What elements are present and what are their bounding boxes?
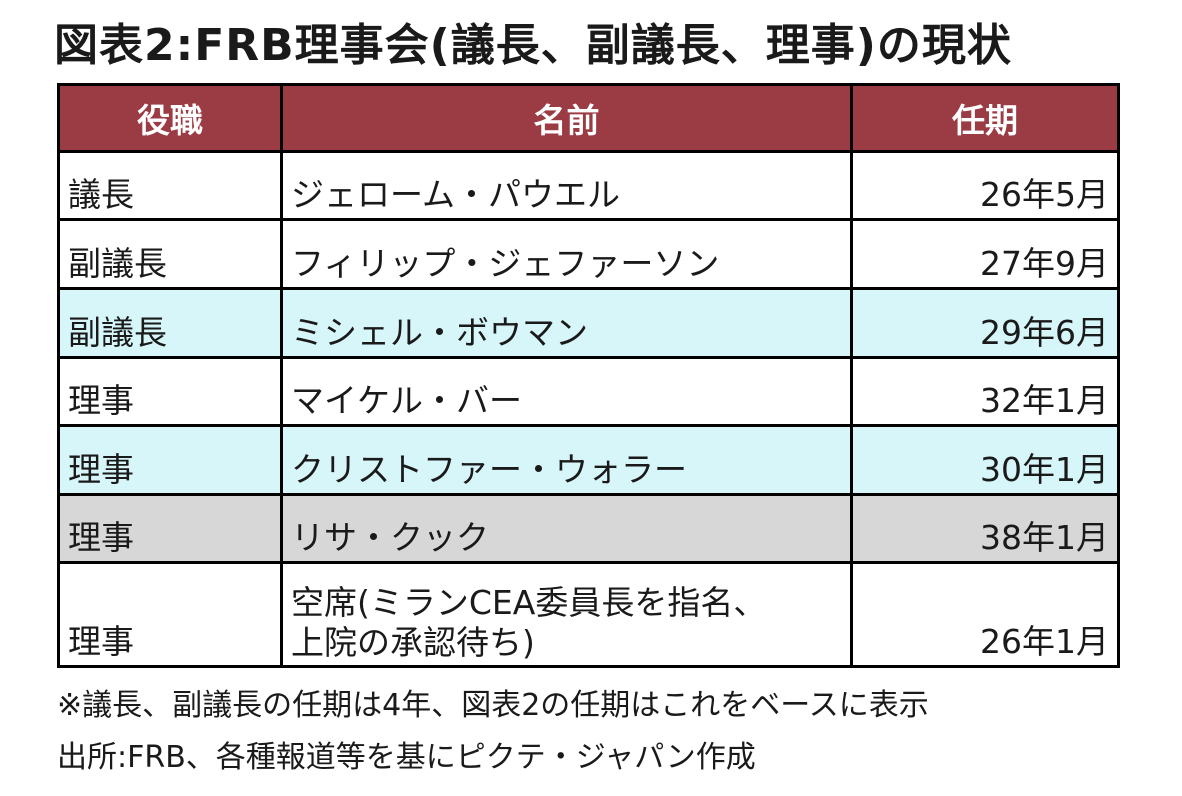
fed-board-table: 役職 名前 任期 議長 ジェローム・パウエル 26年5月 副議長 フィリップ・ジ… bbox=[57, 83, 1120, 668]
role-cell: 副議長 bbox=[57, 218, 283, 290]
role-cell: 理事 bbox=[57, 492, 283, 565]
name-cell: クリストファー・ウォラー bbox=[280, 424, 853, 496]
header-role: 役職 bbox=[57, 83, 283, 153]
term-cell: 26年1月 bbox=[850, 561, 1120, 668]
term-cell: 29年6月 bbox=[850, 286, 1120, 359]
source-note: 出所:FRB、各種報道等を基にピクテ・ジャパン作成 bbox=[57, 740, 756, 775]
page-title: 図表2:FRB理事会(議長、副議長、理事)の現状 bbox=[54, 20, 1012, 71]
table-row: 議長 ジェローム・パウエル 26年5月 bbox=[57, 149, 1120, 222]
name-cell: フィリップ・ジェファーソン bbox=[280, 218, 853, 290]
role-cell: 理事 bbox=[57, 424, 283, 496]
name-line-2: 上院の承認待ち) bbox=[291, 623, 535, 662]
term-cell: 32年1月 bbox=[850, 355, 1120, 428]
name-line-1: 空席(ミランCEA委員長を指名、 bbox=[291, 583, 767, 622]
role-cell: 理事 bbox=[57, 561, 283, 668]
term-cell: 30年1月 bbox=[850, 424, 1120, 496]
name-cell: マイケル・バー bbox=[280, 355, 853, 428]
name-cell: ジェローム・パウエル bbox=[280, 149, 853, 222]
table-row: 副議長 フィリップ・ジェファーソン 27年9月 bbox=[57, 218, 1120, 290]
table-row: 理事 マイケル・バー 32年1月 bbox=[57, 355, 1120, 428]
header-term: 任期 bbox=[850, 83, 1120, 153]
table-header-row: 役職 名前 任期 bbox=[57, 83, 1120, 153]
table-row: 理事 クリストファー・ウォラー 30年1月 bbox=[57, 424, 1120, 496]
table-row: 理事 リサ・クック 38年1月 bbox=[57, 492, 1120, 565]
name-cell: 空席(ミランCEA委員長を指名、 上院の承認待ち) bbox=[280, 561, 853, 668]
term-cell: 27年9月 bbox=[850, 218, 1120, 290]
role-cell: 議長 bbox=[57, 149, 283, 222]
table-row: 理事 空席(ミランCEA委員長を指名、 上院の承認待ち) 26年1月 bbox=[57, 561, 1120, 668]
term-cell: 26年5月 bbox=[850, 149, 1120, 222]
header-name: 名前 bbox=[280, 83, 853, 153]
role-cell: 副議長 bbox=[57, 286, 283, 359]
footnote: ※議長、副議長の任期は4年、図表2の任期はこれをベースに表示 bbox=[57, 688, 929, 723]
name-cell: ミシェル・ボウマン bbox=[280, 286, 853, 359]
name-cell: リサ・クック bbox=[280, 492, 853, 565]
role-cell: 理事 bbox=[57, 355, 283, 428]
table-row: 副議長 ミシェル・ボウマン 29年6月 bbox=[57, 286, 1120, 359]
term-cell: 38年1月 bbox=[850, 492, 1120, 565]
